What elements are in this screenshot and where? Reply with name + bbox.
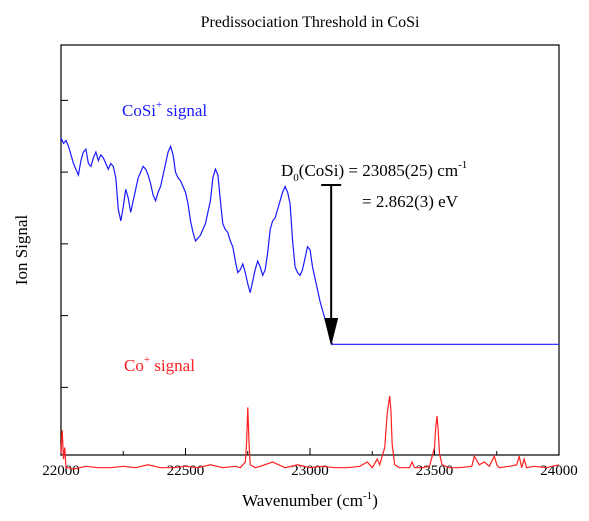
series-line-cosi: [60, 137, 559, 345]
chart-title: Predissociation Threshold in CoSi: [201, 14, 420, 31]
series-line-co: [60, 395, 560, 470]
y-axis-ticks: [61, 99, 68, 388]
annotation-d0-ev: = 2.862(3) eV: [362, 192, 459, 211]
y-axis-label: Ion Signal: [12, 215, 31, 286]
series-label-cosi: CoSi+ signal: [122, 99, 207, 120]
x-tick-label: 22500: [167, 463, 205, 479]
x-tick-label: 22000: [42, 463, 80, 479]
annotation-d0-value: D0(CoSi) = 23085(25) cm-1: [281, 159, 467, 184]
threshold-arrow-head: [324, 318, 339, 346]
x-tick-label: 23500: [416, 463, 454, 479]
series-label-co: Co+ signal: [124, 354, 195, 375]
x-axis-ticks: 22000 22500 23000 23500 24000: [42, 448, 578, 479]
threshold-arrow: [321, 184, 342, 346]
x-axis-label: Wavenumber (cm-1): [242, 490, 378, 510]
